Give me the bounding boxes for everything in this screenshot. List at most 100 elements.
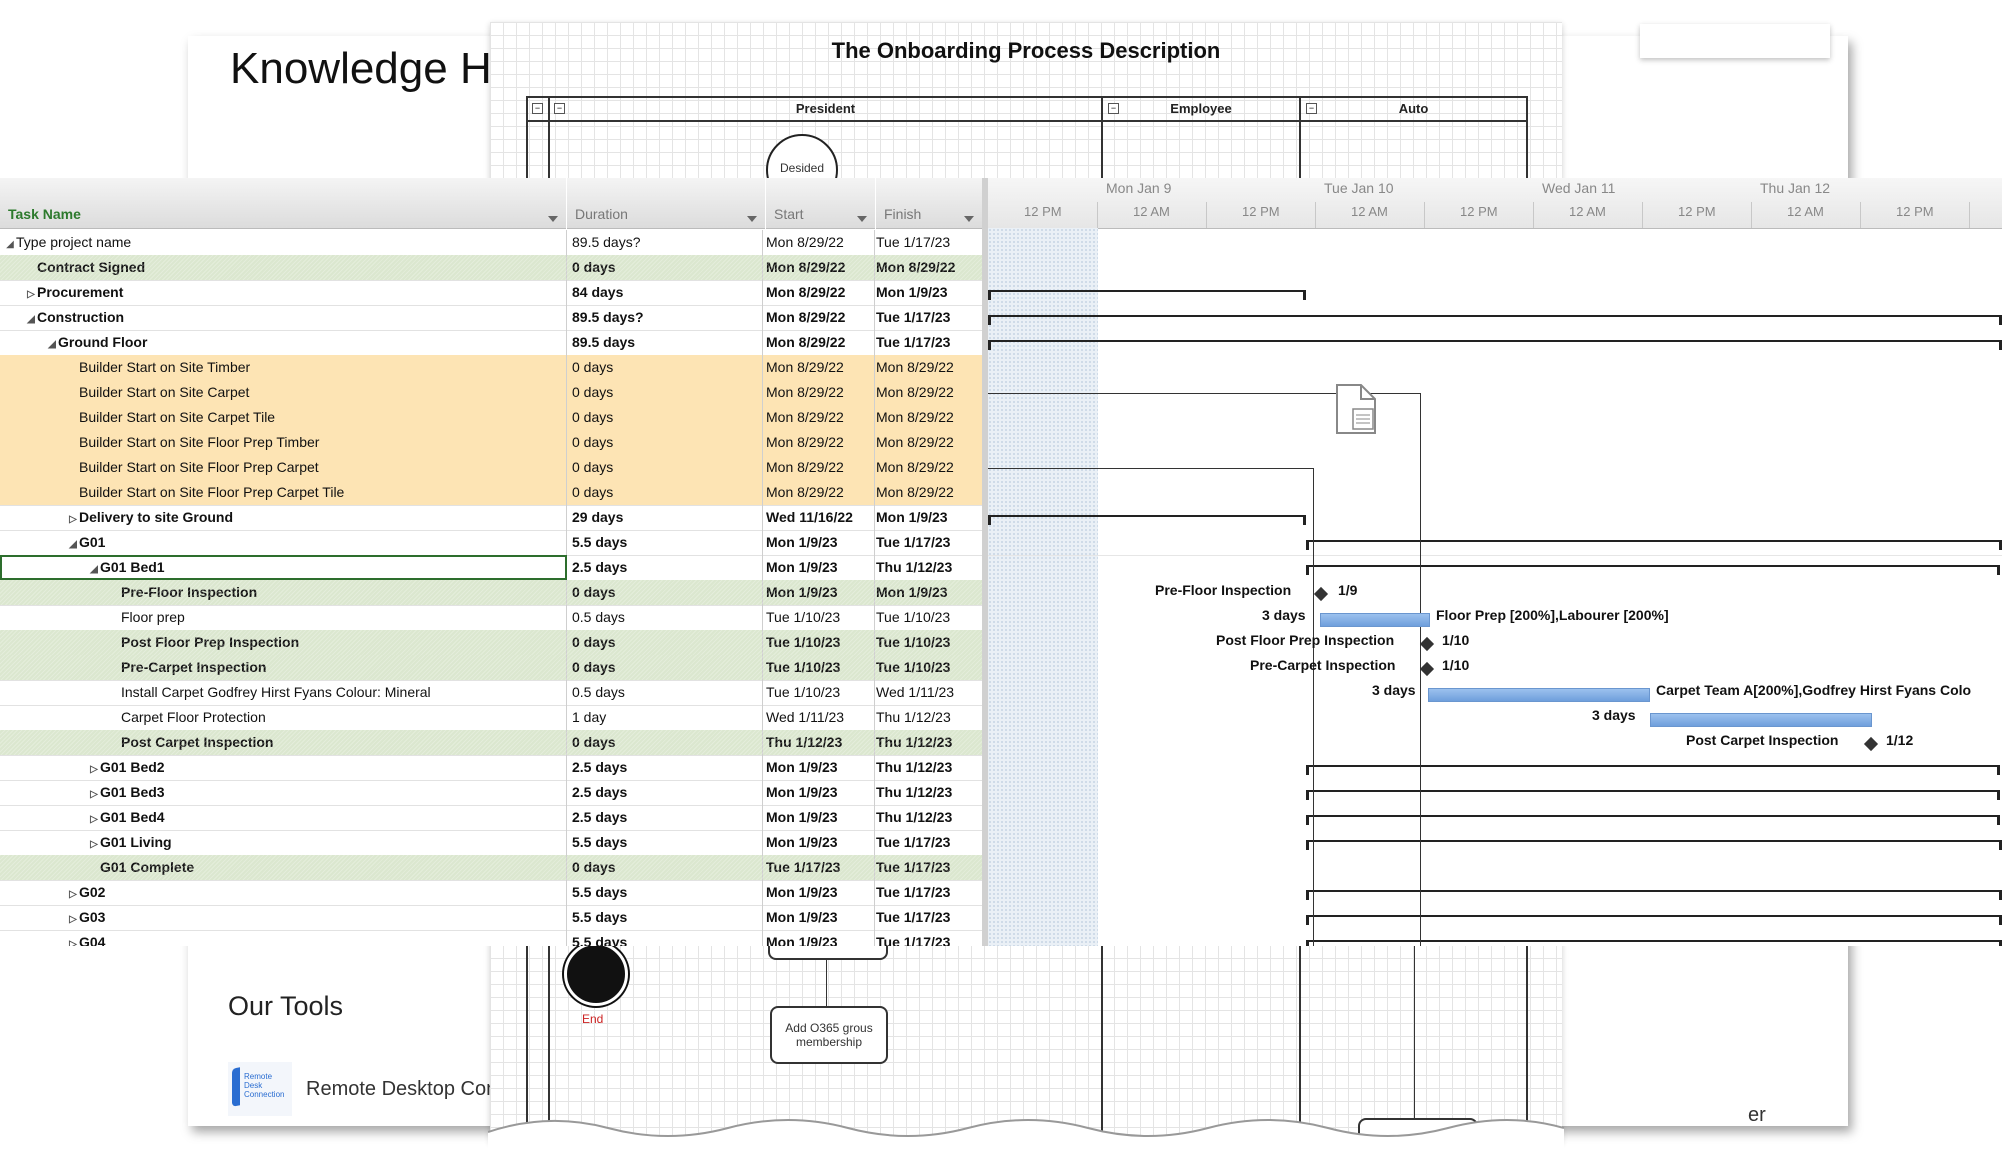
collapse-triangle-icon[interactable]: ◢ [27,314,35,325]
task-name-cell[interactable]: Builder Start on Site Timber [0,355,567,380]
summary-bar[interactable] [1306,915,2002,925]
summary-bar[interactable] [988,290,1306,300]
duration-cell[interactable]: 0 days [570,855,763,880]
table-row[interactable]: ▷ Procurement 84 days Mon 8/29/22 Mon 1/9/23 [0,280,985,306]
table-row[interactable]: Builder Start on Site Carpet 0 days Mon 8/… [0,380,985,406]
finish-cell[interactable]: Mon 8/29/22 [876,259,956,275]
table-row[interactable]: ▷ Delivery to site Ground 29 days Wed 11/16… [0,505,985,531]
duration-cell[interactable]: 2.5 days [570,555,763,580]
start-cell[interactable]: Mon 8/29/22 [766,280,875,305]
start-cell[interactable]: Mon 1/9/23 [766,805,875,830]
finish-cell[interactable]: Tue 1/10/23 [876,659,951,675]
finish-cell[interactable]: Tue 1/10/23 [876,634,951,650]
duration-cell[interactable]: 84 days [570,280,763,305]
task-name-cell[interactable]: Builder Start on Site Carpet Tile [0,405,567,430]
finish-cell[interactable]: Mon 1/9/23 [876,584,948,600]
start-cell[interactable]: Tue 1/10/23 [766,655,875,680]
duration-cell[interactable]: 0 days [570,430,763,455]
finish-cell[interactable]: Mon 8/29/22 [876,384,954,400]
duration-cell[interactable]: 2.5 days [570,780,763,805]
duration-cell[interactable]: 0 days [570,580,763,605]
start-cell[interactable]: Mon 8/29/22 [766,380,875,405]
task-name-cell[interactable]: ◢ Type project name [0,230,567,255]
task-name-cell[interactable]: Builder Start on Site Floor Prep Carpet … [0,480,567,505]
collapse-triangle-icon[interactable]: ◢ [48,339,56,350]
duration-cell[interactable]: 5.5 days [570,530,763,555]
table-row[interactable]: G01 Complete 0 days Tue 1/17/23 Tue 1/17/23 [0,855,985,881]
start-cell[interactable]: Mon 8/29/22 [766,255,875,280]
start-cell[interactable]: Mon 1/9/23 [766,580,875,605]
summary-bar[interactable] [988,515,1306,525]
duration-cell[interactable]: 0 days [570,380,763,405]
finish-cell[interactable]: Tue 1/17/23 [876,834,951,850]
duration-cell[interactable]: 0 days [570,405,763,430]
summary-bar[interactable] [988,340,2002,350]
start-cell[interactable]: Tue 1/10/23 [766,605,875,630]
table-row[interactable]: ▷ G01 Bed4 2.5 days Mon 1/9/23 Thu 1/12/23 [0,805,985,831]
finish-cell[interactable]: Tue 1/17/23 [876,934,951,946]
task-name-cell[interactable]: Floor prep [0,605,567,630]
table-row[interactable]: Builder Start on Site Floor Prep Carpet … [0,480,985,506]
task-name-cell[interactable]: ◢ Construction [0,305,567,330]
start-cell[interactable]: Wed 1/11/23 [766,705,875,730]
task-name-cell[interactable]: Install Carpet Godfrey Hirst Fyans Colou… [0,680,567,705]
duration-cell[interactable]: 0 days [570,630,763,655]
task-name-cell[interactable]: ▷ G01 Bed2 [0,755,567,780]
start-cell[interactable]: Mon 1/9/23 [766,530,875,555]
start-cell[interactable]: Mon 8/29/22 [766,455,875,480]
column-header-duration[interactable]: Duration [567,178,765,229]
start-cell[interactable]: Mon 1/9/23 [766,905,875,930]
finish-cell[interactable]: Tue 1/17/23 [876,884,951,900]
task-name-cell[interactable]: Post Floor Prep Inspection [0,630,567,655]
collapse-lane-icon[interactable]: − [1108,103,1119,114]
task-name-cell[interactable]: Builder Start on Site Carpet [0,380,567,405]
duration-cell[interactable]: 89.5 days [570,330,763,355]
finish-cell[interactable]: Thu 1/12/23 [876,559,953,575]
finish-cell[interactable]: Thu 1/12/23 [876,709,951,725]
start-cell[interactable]: Mon 8/29/22 [766,305,875,330]
collapse-triangle-icon[interactable]: ◢ [6,239,14,250]
finish-cell[interactable]: Mon 8/29/22 [876,434,954,450]
expand-triangle-icon[interactable]: ▷ [90,789,98,800]
task-name-cell[interactable]: ▷ G03 [0,905,567,930]
column-header-start[interactable]: Start [766,178,875,229]
start-cell[interactable]: Mon 1/9/23 [766,555,875,580]
start-cell[interactable]: Mon 1/9/23 [766,755,875,780]
task-bar-install-carpet[interactable] [1428,688,1650,702]
expand-triangle-icon[interactable]: ▷ [90,764,98,775]
dropdown-arrow-icon[interactable] [747,216,757,222]
finish-cell[interactable]: Thu 1/12/23 [876,734,953,750]
finish-cell[interactable]: Mon 8/29/22 [876,484,954,500]
start-cell[interactable]: Thu 1/12/23 [766,730,875,755]
finish-cell[interactable]: Thu 1/12/23 [876,759,953,775]
finish-cell[interactable]: Tue 1/17/23 [876,334,951,350]
duration-cell[interactable]: 1 day [570,705,763,730]
summary-bar[interactable] [1306,765,2000,775]
finish-cell[interactable]: Tue 1/17/23 [876,534,951,550]
dropdown-arrow-icon[interactable] [964,216,974,222]
task-name-cell[interactable]: ◢ Ground Floor [0,330,567,355]
collapse-lane-icon[interactable]: − [554,103,565,114]
summary-bar[interactable] [1306,790,2000,800]
task-name-cell[interactable]: ▷ G01 Bed4 [0,805,567,830]
task-name-cell[interactable]: ▷ G02 [0,880,567,905]
finish-cell[interactable]: Tue 1/17/23 [876,309,951,325]
summary-bar[interactable] [1306,890,2002,900]
start-cell[interactable]: Mon 8/29/22 [766,330,875,355]
expand-triangle-icon[interactable]: ▷ [69,889,77,900]
finish-cell[interactable]: Mon 8/29/22 [876,459,954,475]
start-cell[interactable]: Mon 8/29/22 [766,355,875,380]
task-name-cell[interactable]: ▷ G04 [0,930,567,946]
duration-cell[interactable]: 0 days [570,655,763,680]
expand-triangle-icon[interactable]: ▷ [90,839,98,850]
end-node[interactable] [564,942,628,1006]
expand-triangle-icon[interactable]: ▷ [69,914,77,925]
table-row[interactable]: Pre-Floor Inspection 0 days Mon 1/9/23 Mon … [0,580,985,606]
table-row[interactable]: ◢ Type project name 89.5 days? Mon 8/29/22 T… [0,230,985,256]
collapse-triangle-icon[interactable]: ◢ [90,564,98,575]
summary-bar[interactable] [988,315,2002,325]
table-row[interactable]: ▷ G04 5.5 days Mon 1/9/23 Tue 1/17/23 [0,930,985,946]
table-row[interactable]: ◢ Construction 89.5 days? Mon 8/29/22 Tue 1/… [0,305,985,331]
remote-desktop-link[interactable]: Remote Desk Connection Remote Desktop Co… [228,1061,497,1117]
start-cell[interactable]: Mon 1/9/23 [766,830,875,855]
